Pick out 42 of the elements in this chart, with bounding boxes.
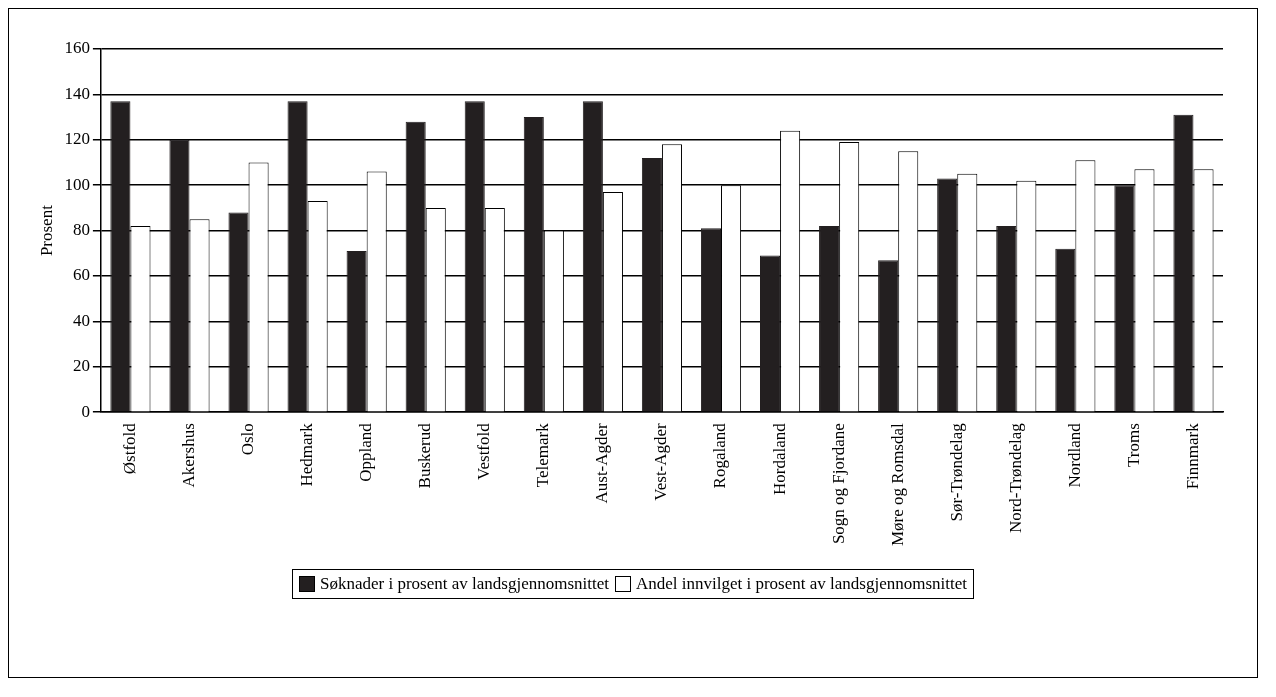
x-tick-label: Buskerud <box>415 422 435 489</box>
bar <box>464 101 485 412</box>
bar <box>405 121 426 412</box>
x-tick-label: Sogn og Fjordane <box>828 423 848 545</box>
x-tick-label: Rogaland <box>710 422 730 489</box>
x-tick-label: Oslo <box>238 423 258 456</box>
x-tick-label: Hordaland <box>769 422 789 495</box>
x-tick-label: Nord-Trøndelag <box>1005 422 1025 534</box>
y-tick-label: 60 <box>72 265 90 285</box>
x-tick-label: Sør-Trøndelag <box>946 422 966 522</box>
y-tick-label: 20 <box>72 356 90 376</box>
x-tick-label: Møre og Romsdal <box>887 422 907 547</box>
x-tick-label: Finnmark <box>1182 422 1202 490</box>
legend-label: Andel innvilget i prosent av landsgjennomsnittet <box>635 574 967 594</box>
bar <box>346 251 367 412</box>
y-tick-label: 100 <box>64 174 90 194</box>
bar <box>110 101 131 412</box>
legend-label: Søknader i prosent av landsgjennomsnittet <box>320 574 609 594</box>
bar <box>582 101 603 412</box>
x-tick-label: Oppland <box>356 422 376 482</box>
x-tick-label: Aust-Agder <box>592 422 612 504</box>
y-tick-label: 160 <box>64 38 90 58</box>
x-tick-label: Akershus <box>178 423 198 488</box>
bar <box>996 226 1017 412</box>
bar <box>700 228 722 412</box>
bar <box>523 117 544 412</box>
y-tick-label: 120 <box>64 129 90 149</box>
x-tick-label: Nordland <box>1064 422 1084 488</box>
y-tick-label: 40 <box>72 310 90 330</box>
x-tick-label: Telemark <box>533 422 553 488</box>
x-tick-label: Vestfold <box>474 422 494 480</box>
y-tick-label: 80 <box>72 220 90 240</box>
y-tick-label: 0 <box>81 401 90 421</box>
bar <box>641 157 662 412</box>
y-axis-title: Prosent <box>36 204 56 257</box>
x-tick-label: Vest-Agder <box>651 422 671 501</box>
x-tick-label: Hedmark <box>297 422 317 487</box>
bar <box>819 226 840 412</box>
x-tick-label: Østfold <box>119 422 139 475</box>
y-tick-label: 140 <box>64 83 90 103</box>
bar <box>937 178 958 412</box>
x-tick-label: Troms <box>1123 423 1143 468</box>
